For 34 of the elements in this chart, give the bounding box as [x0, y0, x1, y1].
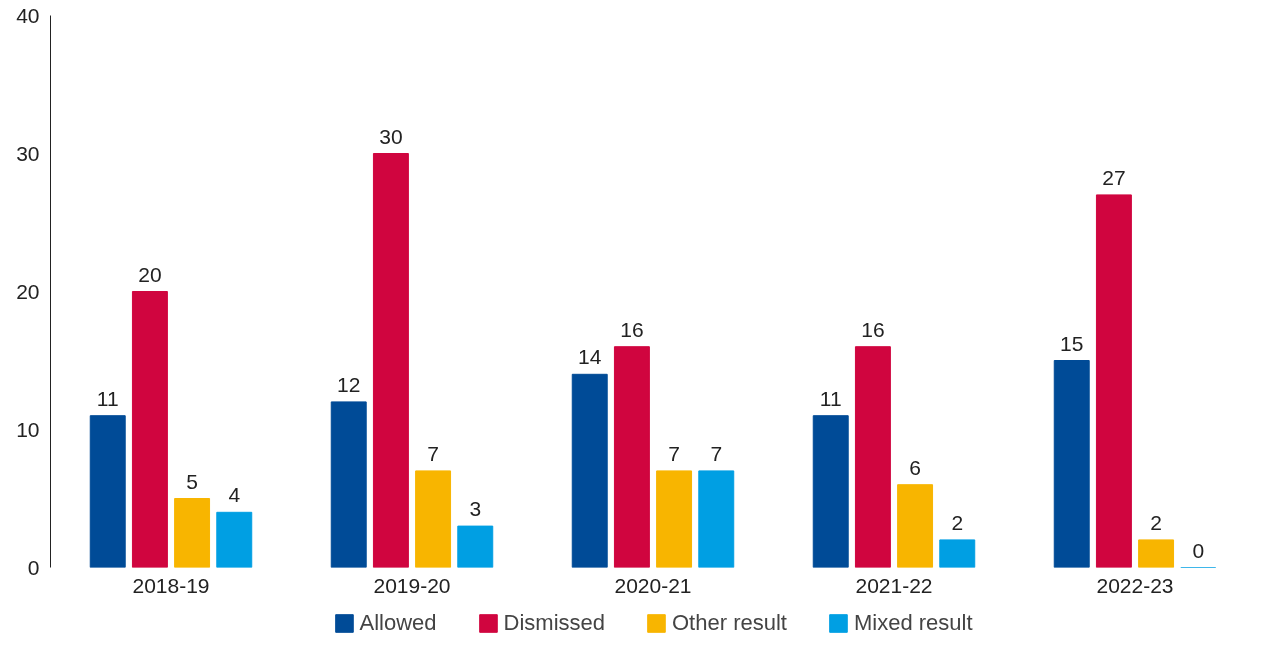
data-label: 0 [1192, 538, 1205, 562]
data-label: 11 [819, 386, 842, 410]
data-label: 15 [1060, 331, 1084, 355]
data-label: 7 [427, 441, 439, 465]
data-label: 5 [186, 469, 198, 493]
data-label: 27 [1102, 165, 1126, 189]
legend-label: Allowed [359, 609, 437, 636]
legend-label: Mixed result [853, 609, 973, 636]
y-tick-label: 30 [16, 141, 40, 165]
data-label: 14 [578, 345, 602, 369]
data-label: 7 [710, 441, 723, 465]
data-label: 3 [469, 497, 482, 521]
data-label: 4 [228, 483, 241, 507]
data-label: 16 [620, 317, 644, 341]
y-tick-label: 0 [27, 555, 40, 579]
x-tick-label: 2022-23 [1096, 573, 1174, 597]
x-tick-label: 2018-19 [132, 573, 210, 597]
x-tick-label: 2020-21 [614, 573, 692, 597]
y-tick-label: 20 [16, 279, 40, 303]
data-label: 2 [1150, 510, 1162, 534]
y-tick-label: 40 [16, 3, 40, 27]
data-label: 6 [909, 455, 921, 479]
legend-label: Dismissed [503, 609, 605, 636]
x-tick-label: 2021-22 [855, 573, 933, 597]
data-label: 11 [96, 386, 119, 410]
data-label: 20 [138, 262, 162, 286]
x-tick-label: 2019-20 [373, 573, 451, 597]
y-tick-label: 10 [16, 417, 40, 441]
data-label: 2 [951, 510, 964, 534]
legend-label: Other result [671, 609, 787, 636]
data-label: 12 [337, 372, 361, 396]
data-label: 7 [668, 441, 680, 465]
data-label: 16 [861, 317, 885, 341]
data-label: 30 [379, 124, 403, 148]
